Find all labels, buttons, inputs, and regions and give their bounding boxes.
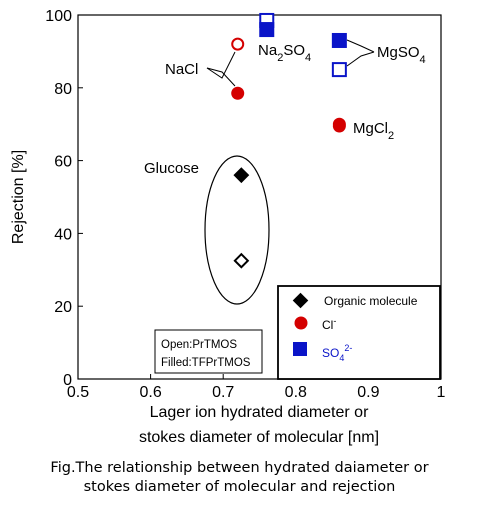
point-circle-filled xyxy=(332,117,346,131)
point-circle-filled xyxy=(231,86,245,100)
legend-label-cl: Cl- xyxy=(322,316,336,332)
note-filled: Filled:TFPrTMOS xyxy=(161,357,251,369)
label-glucose: Glucose xyxy=(144,160,199,177)
point-square-open xyxy=(331,62,347,78)
scatter-chart: 0.5 0.6 0.7 0.8 0.9 1 0 20 40 60 80 100 NaCl Na2SO4… xyxy=(10,8,446,446)
label-nacl: NaCl xyxy=(165,61,198,78)
y-tick-label: 100 xyxy=(45,8,72,25)
x-tick-label: 0.7 xyxy=(212,384,234,401)
notes-box xyxy=(154,329,263,374)
x-axis-label-line2: stokes diameter of molecular [nm] xyxy=(139,429,379,446)
point-square-filled xyxy=(331,32,347,48)
caption-line2: stokes diameter of molecular and rejecti… xyxy=(83,479,396,495)
y-tick-label: 0 xyxy=(63,372,72,389)
nacl-connector-bottom xyxy=(206,67,236,87)
mgso4-connector-bottom xyxy=(346,51,375,67)
legend-square-marker xyxy=(293,342,307,356)
point-diamond-filled xyxy=(233,167,250,184)
x-axis-label-line1: Lager ion hydrated diameter or xyxy=(150,404,369,421)
caption-line1: Fig.The relationship between hydrated da… xyxy=(50,460,429,476)
note-open: Open:PrTMOS xyxy=(161,339,237,351)
glucose-ellipse xyxy=(204,155,270,305)
point-circle-open xyxy=(231,37,245,51)
x-tick-label: 0.6 xyxy=(139,384,161,401)
legend-label-so4: SO42- xyxy=(322,343,352,363)
annotations: NaCl Na2SO4 MgSO4 MgCl2 Glucose Rejectio… xyxy=(10,39,426,446)
y-axis-label: Rejection [%] xyxy=(10,150,27,244)
legend: Organic molecule Cl- SO42- Open:PrTMOS F… xyxy=(154,285,441,380)
y-tick-label: 80 xyxy=(54,81,72,98)
label-mgcl2: MgCl2 xyxy=(353,120,394,142)
legend-label-organic: Organic molecule xyxy=(324,294,418,308)
y-tick-label: 40 xyxy=(54,226,72,243)
point-diamond-open xyxy=(233,252,250,269)
x-tick-label: 1 xyxy=(437,384,446,401)
y-tick-label: 60 xyxy=(54,154,72,171)
data-points xyxy=(231,12,347,269)
x-tick-label: 0.8 xyxy=(285,384,307,401)
nacl-connector-top xyxy=(206,51,236,79)
label-mgso4: MgSO4 xyxy=(377,44,426,66)
label-na2so4: Na2SO4 xyxy=(258,42,311,64)
point-square-filled xyxy=(259,22,275,38)
mgso4-connector-top xyxy=(346,39,375,53)
x-tick-label: 0.5 xyxy=(67,384,89,401)
axis-ticks: 0.5 0.6 0.7 0.8 0.9 1 0 20 40 60 80 100 xyxy=(45,8,445,401)
x-tick-label: 0.9 xyxy=(357,384,379,401)
legend-circle-marker xyxy=(294,316,308,330)
y-tick-label: 20 xyxy=(54,299,72,316)
